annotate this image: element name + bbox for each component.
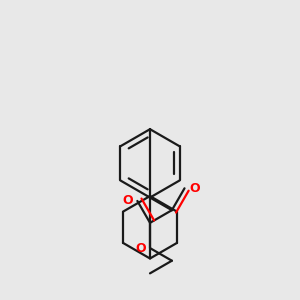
Text: O: O: [135, 242, 146, 255]
Text: O: O: [122, 194, 133, 207]
Text: O: O: [189, 182, 200, 195]
